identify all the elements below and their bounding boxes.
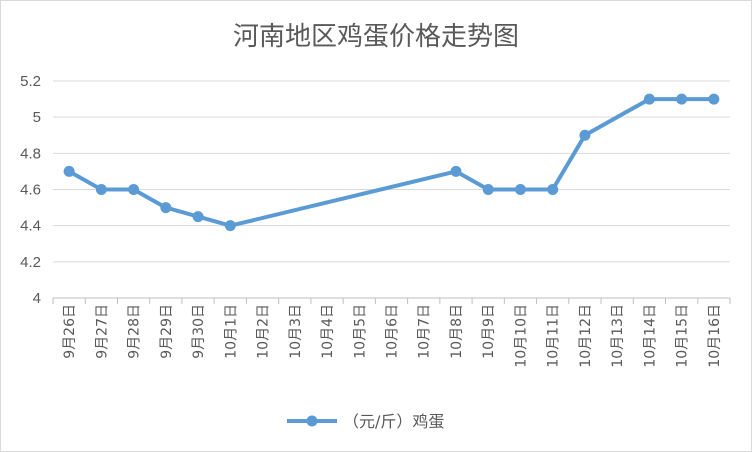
x-axis-ticks: 9月26日 9月27日 9月28日 9月29日 9月30日 10月1日 10月2日 10月3日… [62, 304, 723, 368]
x-tick-label: 10月9日 [481, 304, 497, 359]
x-axis [52, 297, 731, 304]
legend-label: （元/斤）鸡蛋 [343, 412, 444, 431]
x-tick-label: 9月30日 [191, 304, 207, 359]
data-point[interactable] [224, 220, 236, 232]
x-tick-label: 10月3日 [288, 304, 304, 359]
chart-title: 河南地区鸡蛋价格走势图 [233, 22, 519, 52]
grid-lines [53, 80, 730, 263]
data-point[interactable] [547, 184, 559, 195]
x-tick-label: 10月16日 [707, 304, 723, 368]
data-point[interactable] [579, 129, 591, 141]
x-tick-label: 9月27日 [94, 304, 110, 359]
y-tick-label: 5 [33, 109, 41, 126]
x-tick-label: 10月15日 [675, 304, 691, 368]
legend-marker [306, 415, 318, 427]
x-tick-label: 10月11日 [546, 304, 562, 368]
data-point[interactable] [128, 184, 140, 195]
data-point[interactable] [643, 93, 655, 105]
data-point[interactable] [676, 93, 688, 105]
x-tick-label: 10月14日 [642, 304, 658, 368]
data-point[interactable] [450, 165, 462, 177]
data-point[interactable] [95, 184, 107, 195]
x-tick-label: 10月2日 [256, 304, 272, 359]
data-point[interactable] [192, 211, 204, 223]
x-tick-label: 10月1日 [223, 304, 239, 359]
legend[interactable]: （元/斤）鸡蛋 [287, 412, 444, 431]
data-point[interactable] [708, 93, 720, 105]
series-line [68, 97, 714, 228]
x-tick-label: 9月28日 [127, 304, 143, 359]
x-tick-label: 9月26日 [62, 304, 78, 359]
x-tick-label: 10月10日 [513, 304, 529, 368]
y-axis-ticks: 4 4.2 4.4 4.6 4.8 5 5.2 [20, 73, 41, 307]
x-tick-label: 10月4日 [320, 304, 336, 359]
data-point[interactable] [514, 184, 526, 195]
y-tick-label: 4.4 [20, 218, 41, 235]
x-tick-label: 10月5日 [352, 304, 368, 359]
x-tick-label: 10月8日 [449, 304, 465, 359]
x-tick-label: 10月12日 [578, 304, 594, 368]
y-tick-label: 4.8 [20, 145, 41, 162]
x-tick-label: 10月13日 [610, 304, 626, 368]
series-layer [63, 93, 720, 232]
data-point[interactable] [160, 202, 172, 214]
x-tick-label: 10月6日 [385, 304, 401, 359]
y-tick-label: 4 [33, 290, 41, 307]
y-tick-label: 4.6 [20, 182, 41, 199]
x-tick-label: 9月29日 [159, 304, 175, 359]
x-tick-label: 10月7日 [417, 304, 433, 359]
data-point[interactable] [63, 165, 75, 177]
data-point[interactable] [482, 184, 494, 195]
y-tick-label: 4.2 [20, 254, 41, 271]
y-tick-label: 5.2 [20, 73, 41, 90]
